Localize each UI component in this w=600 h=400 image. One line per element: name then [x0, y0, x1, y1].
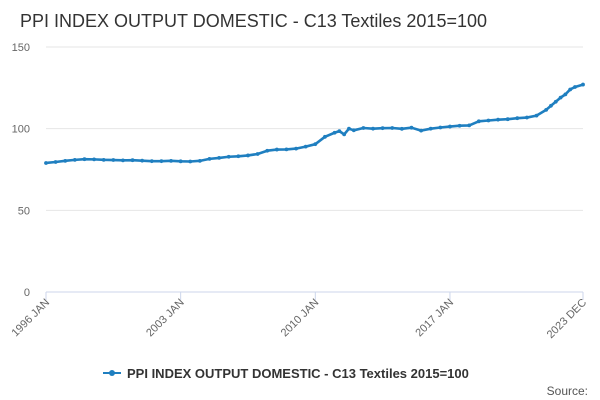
data-point — [428, 126, 433, 131]
data-point — [347, 126, 351, 131]
data-point — [525, 115, 529, 120]
data-point — [82, 157, 87, 162]
data-point — [130, 158, 135, 163]
data-point — [178, 159, 183, 164]
data-point — [438, 125, 443, 130]
data-point — [448, 124, 452, 129]
legend-point-marker — [109, 370, 115, 376]
data-point — [553, 99, 558, 104]
y-axis: 0 50 100 150 — [12, 42, 30, 299]
data-point — [515, 116, 520, 121]
data-point — [101, 157, 106, 162]
data-point — [544, 107, 549, 112]
x-tick-label: 1996 JAN — [9, 297, 52, 340]
data-point — [207, 156, 212, 161]
x-axis: 1996 JAN 2003 JAN 2010 JAN 2017 JAN 2023 DEC — [9, 291, 589, 341]
data-point — [390, 126, 395, 130]
data-point — [236, 154, 241, 159]
x-tick-label: 2017 JAN — [413, 297, 456, 340]
data-point — [534, 113, 539, 118]
data-point — [246, 153, 250, 158]
series-layer — [44, 82, 585, 165]
data-point — [265, 148, 270, 153]
data-point — [476, 119, 481, 124]
data-point — [44, 161, 48, 165]
data-point — [188, 159, 193, 164]
data-point — [573, 85, 577, 89]
data-point — [332, 130, 337, 135]
data-point — [361, 126, 366, 130]
data-point — [496, 117, 500, 122]
data-point — [457, 123, 462, 128]
data-point — [303, 144, 308, 149]
data-point — [63, 158, 68, 163]
data-point — [563, 92, 568, 97]
legend-label: PPI INDEX OUTPUT DOMESTIC - C13 Textiles… — [127, 366, 469, 381]
data-point — [486, 118, 491, 123]
data-point — [568, 87, 573, 92]
data-point — [197, 158, 202, 163]
data-point — [419, 128, 423, 133]
data-point — [294, 146, 298, 151]
x-tick-label: 2010 JAN — [279, 297, 322, 340]
data-point — [159, 159, 164, 164]
data-point — [549, 103, 553, 108]
data-point — [399, 126, 404, 131]
data-point — [72, 157, 77, 162]
data-point — [169, 158, 173, 163]
data-point — [351, 128, 356, 133]
grid-layer — [46, 46, 583, 293]
data-point — [558, 95, 563, 100]
data-point — [313, 142, 318, 147]
data-point — [467, 123, 472, 128]
x-tick-label: 2023 DEC — [545, 297, 589, 341]
data-point — [217, 156, 222, 160]
data-point — [342, 132, 347, 137]
data-point — [140, 158, 145, 163]
data-point — [505, 117, 510, 122]
y-tick-label: 0 — [24, 287, 30, 299]
series-line-0 — [44, 83, 585, 165]
legend[interactable]: PPI INDEX OUTPUT DOMESTIC - C13 Textiles… — [103, 366, 469, 381]
data-point — [121, 158, 125, 163]
data-point — [323, 134, 327, 139]
chart-title: PPI INDEX OUTPUT DOMESTIC - C13 Textiles… — [20, 11, 487, 31]
data-point — [53, 160, 58, 164]
data-point — [274, 147, 279, 152]
data-point — [581, 82, 585, 87]
data-point — [255, 152, 260, 156]
data-point — [226, 154, 231, 159]
data-point — [409, 125, 414, 130]
data-point — [371, 126, 375, 131]
y-tick-label: 100 — [12, 124, 30, 136]
y-tick-label: 50 — [18, 205, 30, 217]
data-point — [149, 159, 154, 164]
source-label: Source: — [547, 384, 588, 398]
data-point — [380, 126, 385, 131]
data-point — [284, 147, 289, 152]
data-point — [92, 157, 96, 162]
data-point — [337, 129, 342, 134]
x-tick-label: 2003 JAN — [144, 297, 187, 340]
data-point — [111, 158, 116, 162]
y-tick-label: 150 — [12, 42, 30, 54]
